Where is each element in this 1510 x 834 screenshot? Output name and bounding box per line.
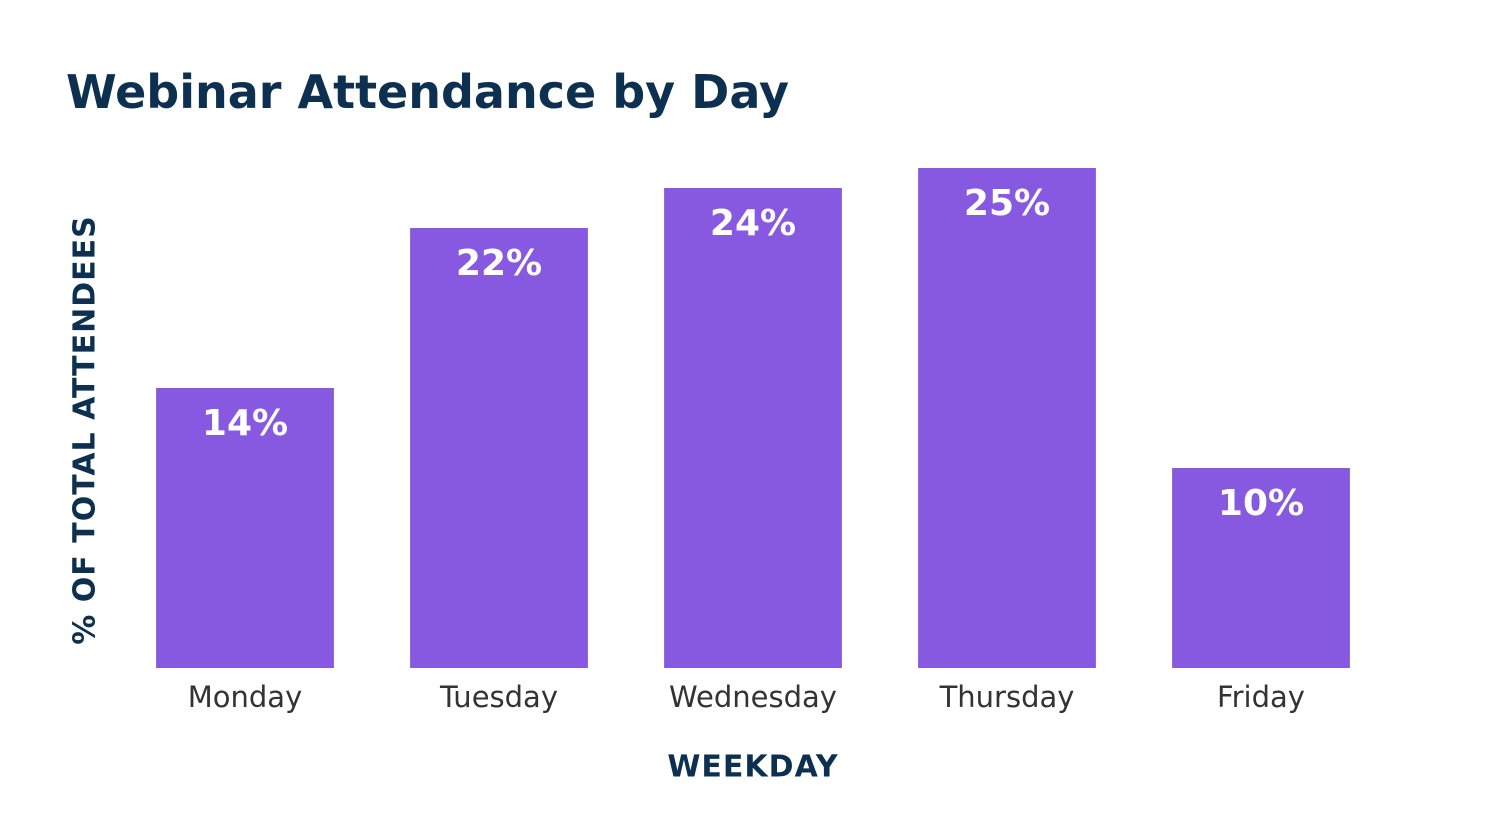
value-label: 24% [710, 203, 796, 244]
x-axis-title: WEEKDAY [667, 750, 839, 785]
value-label: 22% [456, 243, 542, 284]
bar [410, 228, 588, 668]
bar [1172, 468, 1350, 668]
value-label: 10% [1218, 483, 1304, 524]
y-axis-title: % OF TOTAL ATTENDEES [68, 215, 103, 644]
bar [664, 188, 842, 668]
bar [156, 388, 334, 668]
chart-title: Webinar Attendance by Day [66, 65, 789, 119]
x-tick-label: Tuesday [439, 680, 558, 714]
x-tick-label: Wednesday [669, 680, 837, 714]
x-tick-label: Thursday [939, 680, 1075, 714]
value-label: 14% [202, 403, 288, 444]
value-label: 25% [964, 183, 1050, 224]
x-tick-label: Monday [188, 680, 303, 714]
x-tick-label: Friday [1217, 680, 1305, 714]
bar [918, 168, 1096, 668]
